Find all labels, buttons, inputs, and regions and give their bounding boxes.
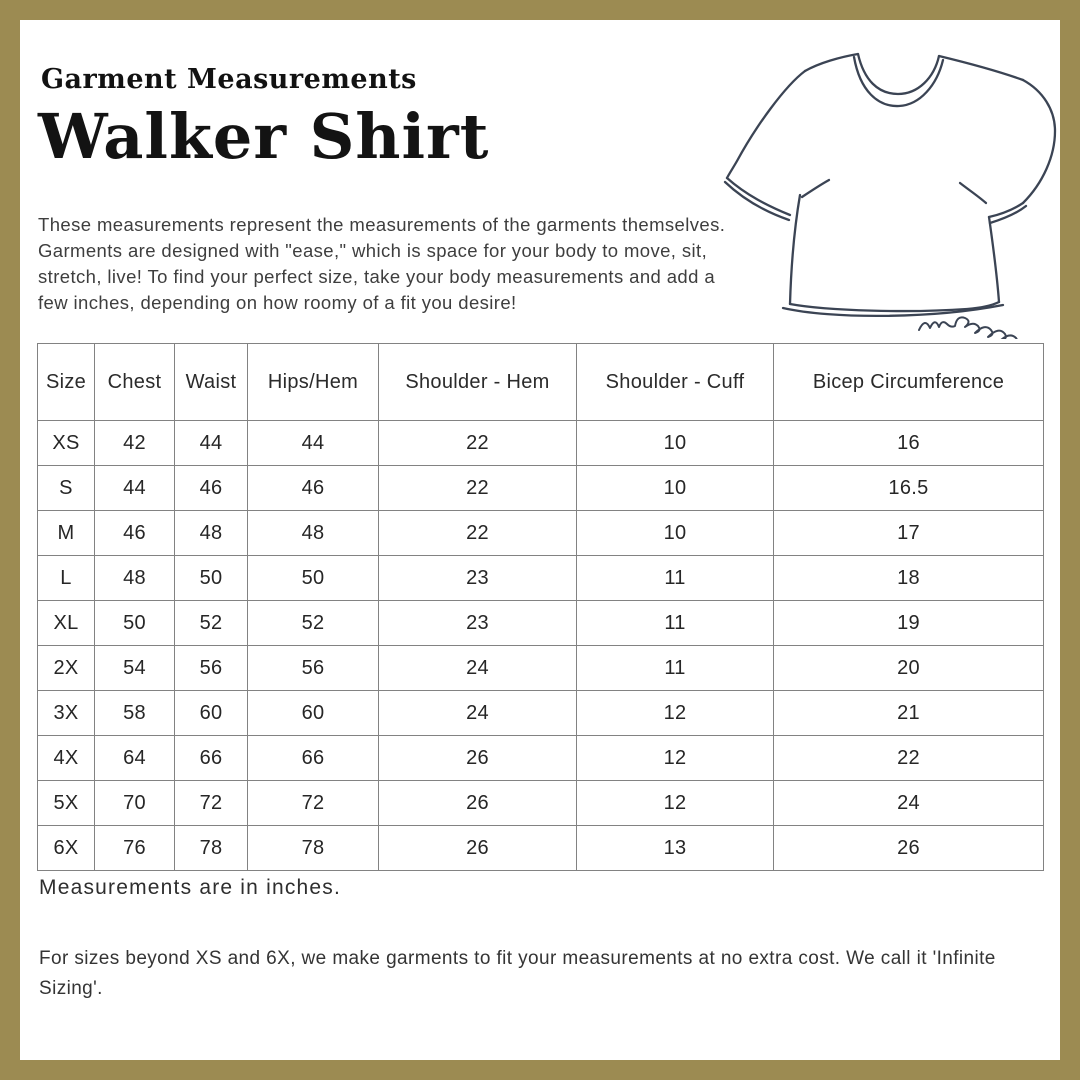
measurement-cell: 56 <box>174 645 248 691</box>
table-row: XL 50 52 52 23 11 19 <box>37 600 1044 646</box>
measurement-cell: 60 <box>247 690 379 736</box>
measurement-cell: 54 <box>94 645 175 691</box>
measurement-cell: 21 <box>773 690 1044 736</box>
table-header-row: Size Chest Waist Hips/Hem Shoulder - Hem Shou… <box>37 343 1044 421</box>
measurement-cell: 72 <box>247 780 379 826</box>
measurement-cell: 50 <box>174 555 248 601</box>
measurement-cell: 52 <box>247 600 379 646</box>
infinite-sizing-note: For sizes beyond XS and 6X, we make garm… <box>39 948 996 999</box>
measurement-cell: 64 <box>94 735 175 781</box>
measurement-cell: 52 <box>174 600 248 646</box>
measurement-cell: 12 <box>576 780 774 826</box>
measurement-cell: 44 <box>174 420 248 466</box>
measurement-cell: 48 <box>94 555 175 601</box>
measurement-cell: 24 <box>378 690 577 736</box>
measurement-cell: 11 <box>576 645 774 691</box>
column-header: Size <box>37 343 95 421</box>
sizing-description: These measurements represent the measure… <box>38 214 726 313</box>
measurement-cell: 22 <box>378 465 577 511</box>
measurement-cell: 48 <box>174 510 248 556</box>
units-note: Measurements are in inches. <box>39 876 342 899</box>
measurement-cell: 48 <box>247 510 379 556</box>
size-cell: L <box>37 555 95 601</box>
column-header: Bicep Circumference <box>773 343 1044 421</box>
measurement-cell: 24 <box>378 645 577 691</box>
measurement-cell: 19 <box>773 600 1044 646</box>
measurement-cell: 46 <box>174 465 248 511</box>
table-row: 3X 58 60 60 24 12 21 <box>37 690 1044 736</box>
measurement-cell: 10 <box>576 420 774 466</box>
column-header: Hips/Hem <box>247 343 379 421</box>
measurement-cell: 22 <box>773 735 1044 781</box>
table-body: XS 42 44 44 22 10 16 S 44 46 46 22 10 16.5 M 46 48 48 22 10… <box>37 420 1044 871</box>
section-label: Garment Measurements <box>41 64 417 95</box>
size-cell: XS <box>37 420 95 466</box>
measurement-cell: 70 <box>94 780 175 826</box>
measurement-cell: 78 <box>247 825 379 871</box>
measurement-cell: 50 <box>247 555 379 601</box>
tshirt-outline <box>723 52 1057 318</box>
measurement-cell: 11 <box>576 600 774 646</box>
size-cell: S <box>37 465 95 511</box>
measurement-cell: 66 <box>247 735 379 781</box>
table-row: S 44 46 46 22 10 16.5 <box>37 465 1044 511</box>
size-cell: 5X <box>37 780 95 826</box>
measurement-cell: 11 <box>576 555 774 601</box>
measurement-cell: 24 <box>773 780 1044 826</box>
measurement-cell: 42 <box>94 420 175 466</box>
table-row: 2X 54 56 56 24 11 20 <box>37 645 1044 691</box>
measurement-cell: 10 <box>576 510 774 556</box>
measurements-table: Size Chest Waist Hips/Hem Shoulder - Hem Shou… <box>37 343 1044 871</box>
measurement-cell: 12 <box>576 690 774 736</box>
artist-signature <box>918 316 1018 339</box>
measurement-cell: 76 <box>94 825 175 871</box>
measurement-cell: 56 <box>247 645 379 691</box>
measurement-cell: 58 <box>94 690 175 736</box>
measurement-cell: 18 <box>773 555 1044 601</box>
measurement-cell: 12 <box>576 735 774 781</box>
measurement-cell: 78 <box>174 825 248 871</box>
measurement-cell: 22 <box>378 510 577 556</box>
table-row: 6X 76 78 78 26 13 26 <box>37 825 1044 871</box>
measurement-cell: 72 <box>174 780 248 826</box>
size-cell: 4X <box>37 735 95 781</box>
measurement-cell: 66 <box>174 735 248 781</box>
measurement-cell: 26 <box>378 735 577 781</box>
size-cell: M <box>37 510 95 556</box>
measurement-cell: 16.5 <box>773 465 1044 511</box>
table-row: 4X 64 66 66 26 12 22 <box>37 735 1044 781</box>
column-header: Waist <box>174 343 248 421</box>
measurement-cell: 44 <box>247 420 379 466</box>
measurement-cell: 50 <box>94 600 175 646</box>
product-title: Walker Shirt <box>38 100 490 173</box>
measurement-cell: 16 <box>773 420 1044 466</box>
size-cell: 6X <box>37 825 95 871</box>
measurement-cell: 60 <box>174 690 248 736</box>
measurement-cell: 20 <box>773 645 1044 691</box>
measurement-cell: 13 <box>576 825 774 871</box>
size-cell: XL <box>37 600 95 646</box>
table-row: 5X 70 72 72 26 12 24 <box>37 780 1044 826</box>
measurement-cell: 23 <box>378 600 577 646</box>
measurement-cell: 26 <box>378 780 577 826</box>
column-header: Shoulder - Hem <box>378 343 577 421</box>
column-header: Shoulder - Cuff <box>576 343 774 421</box>
measurement-cell: 44 <box>94 465 175 511</box>
measurement-cell: 10 <box>576 465 774 511</box>
measurement-cell: 26 <box>773 825 1044 871</box>
tshirt-sketch-illustration <box>723 52 1057 339</box>
measurement-cell: 46 <box>94 510 175 556</box>
table-row: L 48 50 50 23 11 18 <box>37 555 1044 601</box>
measurement-cell: 22 <box>378 420 577 466</box>
measurement-cell: 46 <box>247 465 379 511</box>
table-row: XS 42 44 44 22 10 16 <box>37 420 1044 466</box>
table-row: M 46 48 48 22 10 17 <box>37 510 1044 556</box>
measurement-cell: 17 <box>773 510 1044 556</box>
size-cell: 3X <box>37 690 95 736</box>
measurement-cell: 23 <box>378 555 577 601</box>
size-cell: 2X <box>37 645 95 691</box>
column-header: Chest <box>94 343 175 421</box>
measurement-cell: 26 <box>378 825 577 871</box>
